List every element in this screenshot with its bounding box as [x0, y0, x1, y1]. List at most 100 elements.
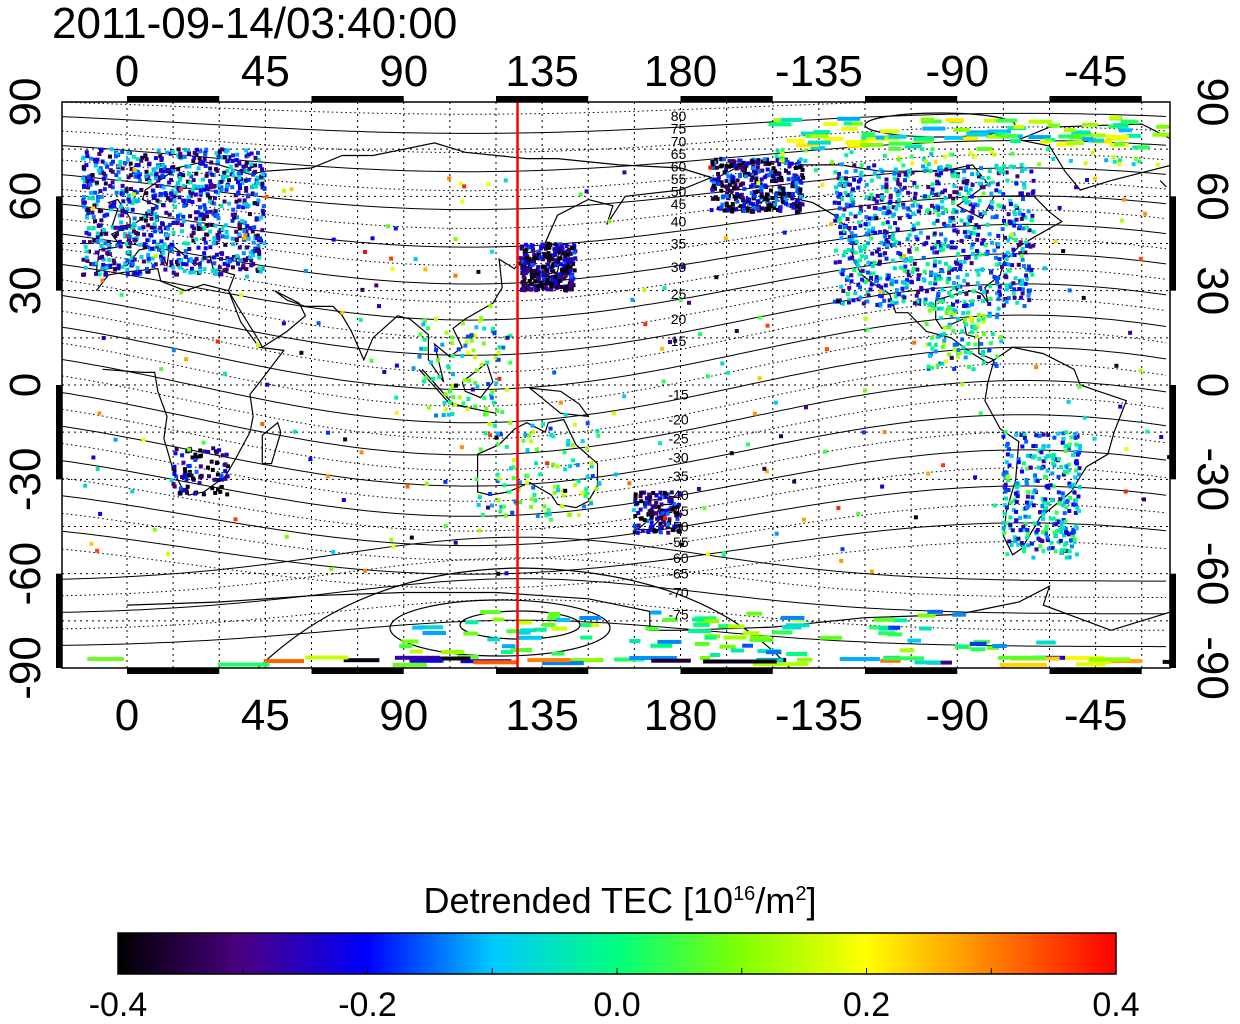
- tec-point: [849, 279, 854, 284]
- tec-point: [584, 491, 589, 496]
- y-tick-label-right: 30: [1188, 266, 1237, 315]
- tec-point: [504, 444, 509, 449]
- tec-point: [708, 165, 713, 170]
- tec-point: [654, 500, 659, 505]
- tec-point: [1077, 384, 1082, 389]
- tec-point: [225, 169, 230, 173]
- tec-point: [893, 167, 898, 172]
- tec-point: [208, 185, 213, 190]
- tec-point: [244, 148, 249, 153]
- tec-point: [897, 216, 902, 221]
- tec-point: [746, 442, 751, 447]
- tec-point: [875, 193, 880, 198]
- tec-point: [237, 245, 242, 250]
- tec-point: [96, 168, 101, 173]
- tec-point: [858, 258, 862, 263]
- tec-point: [198, 149, 203, 154]
- tec-point: [149, 172, 154, 177]
- tec-point: [936, 207, 940, 212]
- tec-point: [786, 170, 791, 175]
- tec-point: [1001, 303, 1006, 308]
- tec-point: [653, 504, 657, 509]
- tec-point: [797, 159, 802, 164]
- tec-point: [952, 347, 957, 352]
- tec-point: [130, 262, 135, 266]
- tec-point: [722, 208, 727, 213]
- tec-point: [83, 483, 88, 488]
- tec-point: [894, 279, 899, 284]
- tec-point: [966, 191, 971, 195]
- tec-point: [899, 255, 904, 260]
- tec-point: [727, 182, 732, 187]
- contour-label: 15: [671, 333, 687, 349]
- contour-line: [62, 449, 1167, 517]
- tec-point: [182, 199, 187, 204]
- tec-point: [139, 255, 144, 259]
- tec-point: [649, 508, 654, 513]
- tec-point: [207, 474, 211, 479]
- tec-point: [745, 208, 750, 213]
- tec-point: [132, 257, 137, 262]
- tec-point: [258, 269, 263, 274]
- tec-point: [1109, 115, 1121, 120]
- tec-point: [446, 412, 451, 417]
- tec-point: [913, 191, 918, 196]
- tec-point: [151, 264, 156, 269]
- tec-point: [573, 256, 578, 261]
- tec-point: [1063, 519, 1068, 524]
- tec-point: [1078, 443, 1082, 448]
- tec-point: [198, 464, 203, 469]
- tec-point: [963, 256, 968, 261]
- tec-point: [1032, 521, 1037, 526]
- tec-point: [874, 199, 879, 204]
- tec-point: [558, 256, 563, 261]
- tec-point: [780, 147, 785, 152]
- tec-point: [743, 163, 748, 168]
- tec-point: [860, 277, 865, 282]
- tec-point: [1056, 142, 1074, 147]
- tec-point: [944, 167, 949, 172]
- tec-point: [1004, 496, 1008, 501]
- tec-point: [482, 326, 487, 331]
- tec-point: [516, 620, 532, 625]
- tec-point: [546, 251, 551, 256]
- tec-point: [496, 350, 501, 355]
- tec-point: [122, 161, 127, 165]
- tec-point: [738, 174, 742, 179]
- tec-point: [140, 155, 145, 160]
- tec-point: [1024, 481, 1029, 486]
- tec-point: [331, 549, 336, 554]
- tec-point: [437, 375, 442, 380]
- tec-point: [978, 411, 983, 416]
- tec-point: [101, 336, 106, 340]
- tec-point: [1014, 518, 1019, 523]
- tec-point: [1045, 535, 1050, 540]
- tec-point: [750, 175, 755, 180]
- contour-line: [62, 223, 1167, 285]
- tec-point: [1013, 539, 1018, 544]
- tec-point: [1003, 235, 1008, 240]
- tec-point: [112, 267, 117, 272]
- tec-point: [909, 154, 914, 159]
- tec-point: [405, 484, 410, 489]
- tec-point: [1053, 533, 1058, 538]
- tec-point: [527, 286, 532, 291]
- tec-point: [99, 195, 104, 199]
- tec-point: [860, 254, 865, 259]
- tec-point: [194, 171, 199, 176]
- tec-point: [1010, 253, 1015, 258]
- tec-point: [710, 196, 715, 201]
- tec-point: [886, 273, 891, 278]
- tec-point: [947, 268, 952, 273]
- tec-point: [858, 248, 863, 253]
- tec-point: [947, 290, 951, 295]
- tec-point: [970, 647, 986, 652]
- tec-point: [987, 129, 1011, 134]
- tec-point: [723, 635, 747, 640]
- tec-point: [743, 167, 747, 172]
- tec-point: [870, 196, 875, 201]
- tec-point: [85, 179, 90, 184]
- tec-point: [132, 189, 137, 194]
- tec-point: [647, 492, 652, 497]
- tec-point: [238, 186, 242, 191]
